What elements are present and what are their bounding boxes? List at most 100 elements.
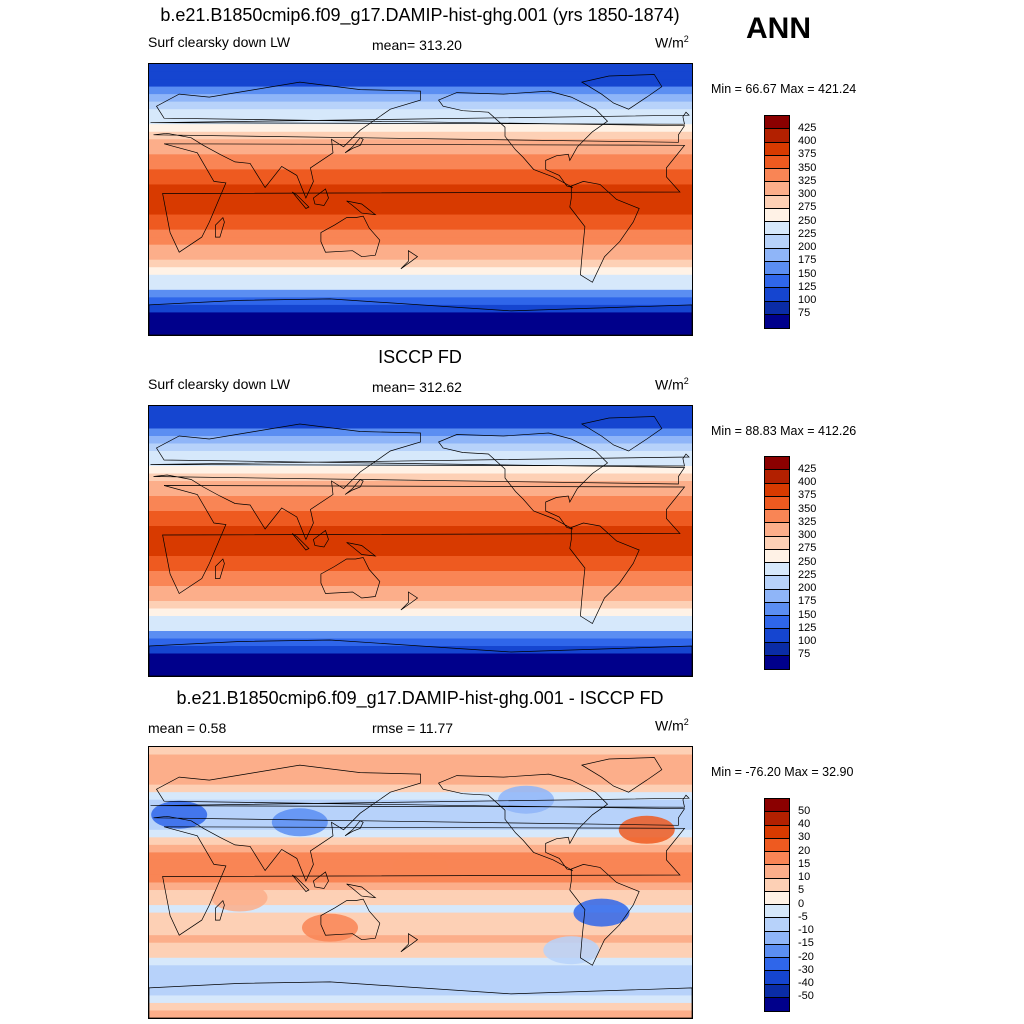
colorbar-swatch <box>765 275 789 289</box>
coastline <box>346 200 377 216</box>
coastline <box>149 981 692 1018</box>
field-band <box>149 965 692 974</box>
coastline <box>162 143 686 253</box>
field-band <box>149 176 692 186</box>
field-band <box>149 451 692 460</box>
coastline <box>162 826 686 936</box>
field-band <box>149 488 692 497</box>
coastline <box>344 820 364 837</box>
field-band <box>149 207 692 216</box>
field-band <box>149 668 692 676</box>
field-band <box>149 814 692 823</box>
field-band <box>149 905 692 914</box>
coastline <box>149 639 692 676</box>
colorbar-tick-label: 325 <box>798 515 817 528</box>
colorbar-swatch <box>765 510 789 524</box>
field-map <box>149 64 692 335</box>
field-band <box>149 244 692 253</box>
coastline <box>153 81 686 199</box>
unit-label: W/m2 <box>655 717 689 734</box>
field-band <box>149 274 692 283</box>
field-band <box>149 503 692 512</box>
colorbar-tick-label: 125 <box>798 621 817 634</box>
colorbar-swatch <box>765 799 789 813</box>
coastline <box>346 883 377 899</box>
field-band <box>149 556 692 565</box>
field-band <box>149 920 692 929</box>
coastline <box>344 137 364 154</box>
field-band <box>149 957 692 966</box>
field-anomaly <box>211 883 268 912</box>
colorbar-tick-label: 175 <box>798 254 817 267</box>
colorbar-swatch <box>765 576 789 590</box>
field-band <box>149 406 692 415</box>
mean-label: mean = 0.58 <box>148 720 227 736</box>
field-band <box>149 593 692 602</box>
field-band <box>149 912 692 921</box>
field-band <box>149 214 692 223</box>
colorbar <box>764 115 790 329</box>
season-label: ANN <box>746 12 811 45</box>
colorbar-tick-label: 225 <box>798 568 817 581</box>
colorbar-tick-label: 275 <box>798 542 817 555</box>
field-band <box>149 541 692 550</box>
field-band <box>149 747 692 756</box>
colorbar-swatch <box>765 865 789 879</box>
field-band <box>149 518 692 527</box>
colorbar-tick-label: -20 <box>798 950 814 963</box>
coastline <box>344 479 364 495</box>
colorbar-tick-label: 300 <box>798 188 817 200</box>
colorbar-swatch <box>765 314 789 328</box>
min-max-label: Min = -76.20 Max = 32.90 <box>711 765 854 779</box>
coastline <box>320 215 381 258</box>
field-band <box>149 807 692 816</box>
colorbar-tick-label: 0 <box>798 897 805 910</box>
coastline <box>292 874 310 892</box>
field-band <box>149 421 692 430</box>
field-band <box>149 890 692 899</box>
field-band <box>149 184 692 193</box>
colorbar-tick-label: 150 <box>798 608 817 621</box>
colorbar-swatch <box>765 169 789 183</box>
field-band <box>149 511 692 520</box>
coastline <box>215 899 225 921</box>
colorbar-swatch <box>765 129 789 143</box>
field-band <box>149 116 692 125</box>
coastline <box>150 453 690 467</box>
coastline <box>320 898 381 941</box>
rmse-label: rmse = 11.77 <box>372 720 454 736</box>
coastline <box>438 773 609 871</box>
field-band <box>149 267 692 276</box>
coastline <box>313 871 329 889</box>
mean-label: mean= 312.62 <box>372 379 462 395</box>
colorbar-swatch <box>765 602 789 616</box>
field-anomaly <box>543 936 600 965</box>
coastline <box>292 533 310 551</box>
colorbar-swatch <box>765 523 789 537</box>
field-band <box>149 578 692 587</box>
field-band <box>149 754 692 763</box>
colorbar-swatch <box>765 812 789 826</box>
mean-label: mean= 313.20 <box>372 37 462 53</box>
colorbar-swatch <box>765 878 789 892</box>
colorbar-tick-label: -40 <box>798 977 814 989</box>
colorbar-tick-label: 350 <box>798 161 817 174</box>
field-band <box>149 124 692 133</box>
colorbar-tick-label: 40 <box>798 818 811 830</box>
field-anomaly <box>302 913 358 942</box>
field-band <box>149 458 692 467</box>
variable-label: Surf clearsky down LW <box>148 34 291 50</box>
field-band <box>149 927 692 936</box>
colorbar-swatch <box>765 182 789 196</box>
panel-title: b.e21.B1850cmip6.f09_g17.DAMIP-hist-ghg.… <box>176 688 664 708</box>
colorbar-swatch <box>765 208 789 222</box>
colorbar-swatch <box>765 222 789 236</box>
colorbar-tick-label: 75 <box>798 648 811 661</box>
field-band <box>149 972 692 981</box>
colorbar-tick-label: -5 <box>798 910 808 923</box>
colorbar-swatch <box>765 958 789 972</box>
field-band <box>149 86 692 95</box>
field-band <box>149 563 692 572</box>
field-anomaly <box>573 898 630 927</box>
coastline <box>215 216 225 238</box>
